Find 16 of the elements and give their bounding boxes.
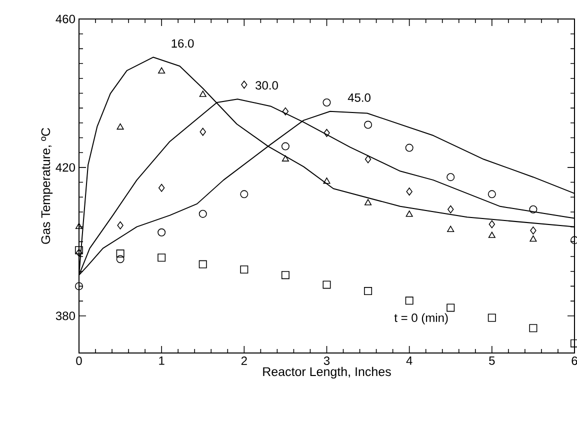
series-label: 45.0 xyxy=(348,93,370,102)
y-axis-title: Gas Temperature, ºC xyxy=(41,128,53,244)
y-tick-label: 420 xyxy=(56,163,75,172)
series-label: t = 0 (min) xyxy=(394,313,448,324)
y-tick-label: 460 xyxy=(56,14,75,24)
legend-label: 16.0 xyxy=(172,39,194,48)
x-tick-label: 1 xyxy=(159,356,164,365)
x-axis-title: Reactor Length, Inches xyxy=(263,366,391,379)
series-label: 30.0 xyxy=(256,81,278,90)
x-tick-label: 4 xyxy=(406,356,412,365)
y-tick-label: 380 xyxy=(56,312,75,320)
x-tick-label: 2 xyxy=(241,356,247,365)
x-tick-label: 6 xyxy=(572,356,577,366)
x-tick-label: 0 xyxy=(76,356,82,366)
x-tick-label: 3 xyxy=(324,356,330,366)
x-tick-label: 5 xyxy=(489,356,495,365)
